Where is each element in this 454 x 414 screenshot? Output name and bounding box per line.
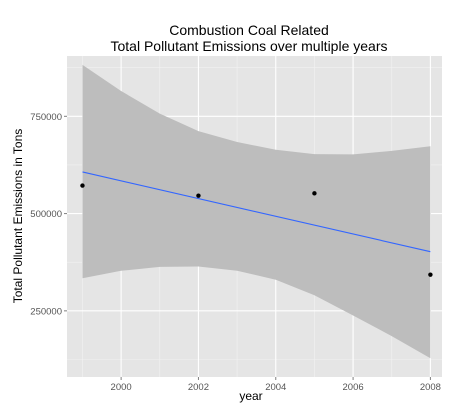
chart-title-line-1: Combustion Coal Related [169, 22, 329, 38]
data-point [428, 272, 432, 276]
x-axis-ticks: 2000 2002 2004 2006 2008 [111, 377, 441, 393]
x-tick-label: 2002 [188, 382, 209, 393]
x-tick-label: 2000 [111, 382, 132, 393]
x-tick-label: 2008 [420, 382, 441, 393]
data-point [196, 193, 200, 197]
y-tick-label: 750000 [30, 112, 62, 123]
data-point [312, 191, 316, 195]
data-point [80, 183, 84, 187]
x-axis-label: year [239, 389, 262, 403]
y-tick-label: 500000 [30, 209, 62, 220]
chart-title-line-2: Total Pollutant Emissions over multiple … [110, 38, 387, 54]
x-tick-label: 2004 [265, 382, 286, 393]
y-axis-label: Total Pollutant Emissions in Tons [11, 129, 25, 304]
x-tick-label: 2006 [343, 382, 364, 393]
y-axis-ticks: 250000 500000 750000 [30, 112, 67, 318]
y-tick-label: 250000 [30, 306, 62, 317]
